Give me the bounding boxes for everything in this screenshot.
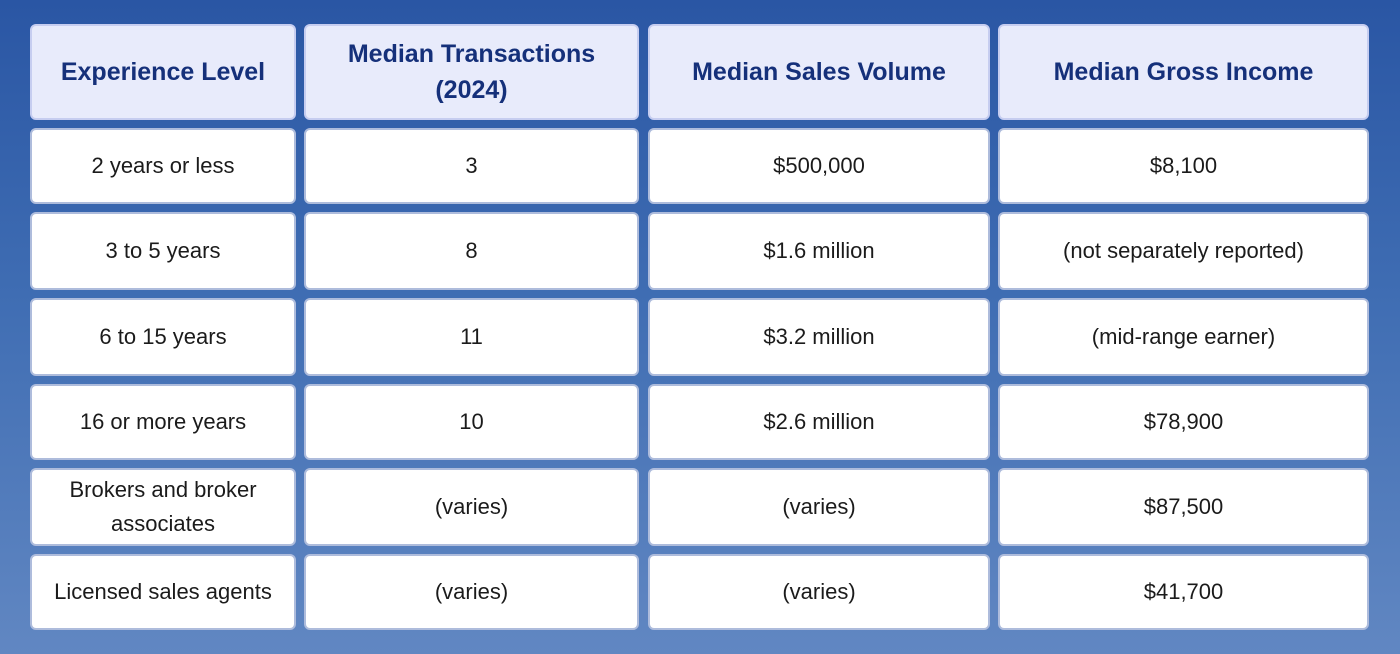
header-median-transactions: Median Transactions (2024) <box>304 24 639 120</box>
table-cell-experience: 6 to 15 years <box>30 298 296 376</box>
table-cell-transactions: 8 <box>304 212 639 290</box>
table-cell-gross-income: $87,500 <box>998 468 1369 546</box>
table-cell-transactions: 10 <box>304 384 639 460</box>
table-cell-experience: 3 to 5 years <box>30 212 296 290</box>
table-cell-gross-income: $41,700 <box>998 554 1369 630</box>
table-cell-gross-income: (not separately reported) <box>998 212 1369 290</box>
header-experience-level: Experience Level <box>30 24 296 120</box>
table-cell-sales-volume: (varies) <box>648 468 990 546</box>
table-cell-sales-volume: $500,000 <box>648 128 990 204</box>
table-cell-transactions: 11 <box>304 298 639 376</box>
table-cell-transactions: (varies) <box>304 468 639 546</box>
table-cell-transactions: 3 <box>304 128 639 204</box>
table-cell-gross-income: $78,900 <box>998 384 1369 460</box>
header-median-sales-volume: Median Sales Volume <box>648 24 990 120</box>
table-cell-sales-volume: $3.2 million <box>648 298 990 376</box>
table-cell-experience: 16 or more years <box>30 384 296 460</box>
table-cell-transactions: (varies) <box>304 554 639 630</box>
table-cell-gross-income: $8,100 <box>998 128 1369 204</box>
table-cell-experience: Brokers and broker associates <box>30 468 296 546</box>
table-cell-experience: 2 years or less <box>30 128 296 204</box>
table-cell-experience: Licensed sales agents <box>30 554 296 630</box>
header-median-gross-income: Median Gross Income <box>998 24 1369 120</box>
table-cell-sales-volume: $2.6 million <box>648 384 990 460</box>
table-cell-gross-income: (mid-range earner) <box>998 298 1369 376</box>
table-cell-sales-volume: (varies) <box>648 554 990 630</box>
table-cell-sales-volume: $1.6 million <box>648 212 990 290</box>
